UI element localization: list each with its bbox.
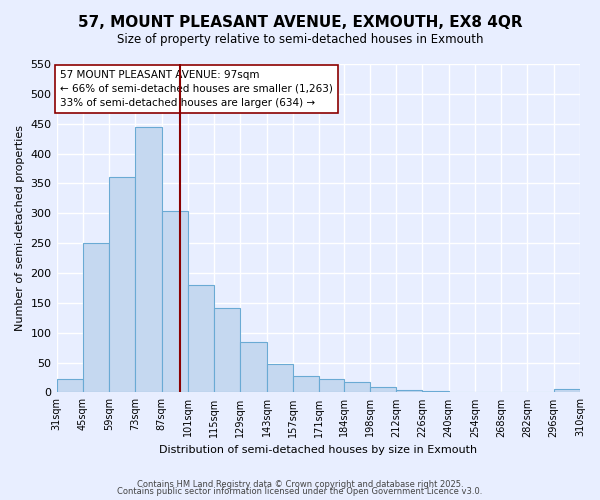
Bar — [266, 364, 293, 392]
Bar — [56, 378, 83, 392]
Text: Contains HM Land Registry data © Crown copyright and database right 2025.: Contains HM Land Registry data © Crown c… — [137, 480, 463, 489]
Bar — [370, 387, 396, 392]
Bar — [188, 285, 214, 393]
Y-axis label: Number of semi-detached properties: Number of semi-detached properties — [15, 125, 25, 331]
Text: Size of property relative to semi-detached houses in Exmouth: Size of property relative to semi-detach… — [117, 32, 483, 46]
Bar — [554, 390, 580, 392]
Bar — [396, 390, 422, 392]
Bar — [319, 378, 344, 392]
Bar — [422, 391, 449, 392]
Bar — [344, 382, 370, 392]
X-axis label: Distribution of semi-detached houses by size in Exmouth: Distribution of semi-detached houses by … — [159, 445, 478, 455]
Bar — [241, 342, 266, 392]
Bar — [161, 212, 188, 392]
Bar — [109, 178, 136, 392]
Text: Contains public sector information licensed under the Open Government Licence v3: Contains public sector information licen… — [118, 488, 482, 496]
Text: 57 MOUNT PLEASANT AVENUE: 97sqm
← 66% of semi-detached houses are smaller (1,263: 57 MOUNT PLEASANT AVENUE: 97sqm ← 66% of… — [60, 70, 333, 108]
Bar — [214, 308, 241, 392]
Bar — [293, 376, 319, 392]
Text: 57, MOUNT PLEASANT AVENUE, EXMOUTH, EX8 4QR: 57, MOUNT PLEASANT AVENUE, EXMOUTH, EX8 … — [77, 15, 523, 30]
Bar — [83, 243, 109, 392]
Bar — [136, 128, 161, 392]
